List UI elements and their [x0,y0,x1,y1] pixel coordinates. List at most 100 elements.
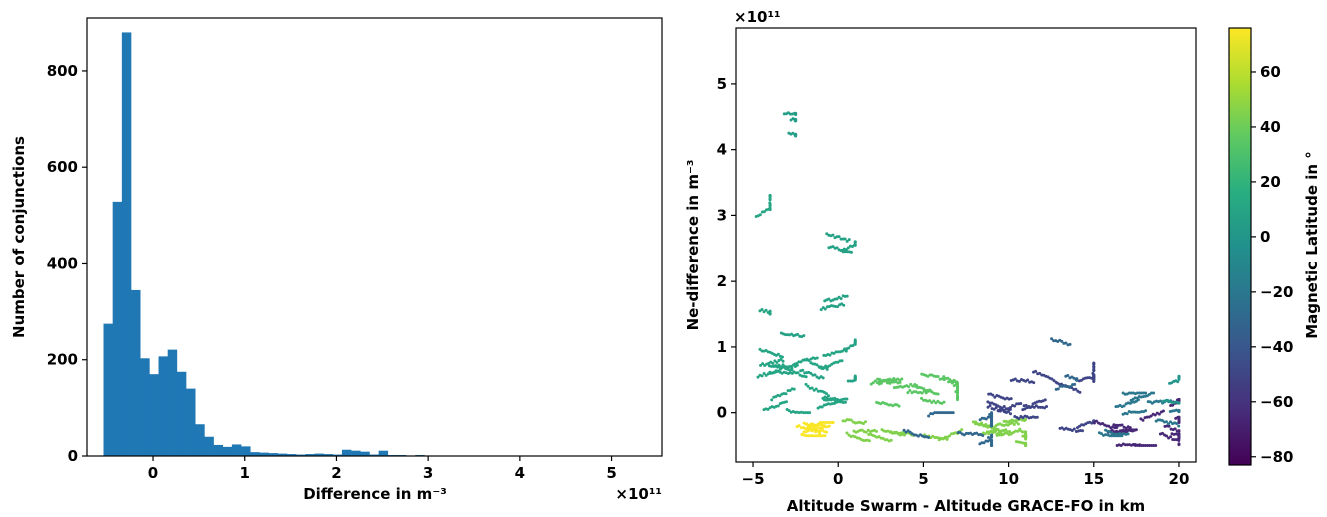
scatter-point [831,233,835,237]
scatter-point [796,371,800,375]
histogram-bar [121,32,132,456]
scatter-point [1060,339,1064,343]
scatter-point [846,246,850,250]
scatter-points [754,111,1181,448]
scatter-point [922,389,926,393]
histogram-bar [222,446,233,456]
scatter-point [990,439,994,443]
scatter-point [984,417,988,421]
scatter-point [805,422,809,426]
scatter-point [990,444,994,448]
histogram-bar [186,388,196,456]
scatter-point [843,237,847,241]
scatter-point [790,371,794,375]
scatter-point [845,239,849,243]
scatter-point [1160,418,1164,422]
scatter-point [768,201,772,205]
scatter-point [1017,416,1021,420]
scatter-point [907,385,911,389]
scatter-point [1016,422,1020,426]
scatter-y-tick-label: 0 [717,404,727,422]
scatter-point [775,360,779,364]
scatter-point [1074,387,1078,391]
scatter-point [811,422,815,426]
histogram-y-tick-label: 400 [47,254,78,272]
scatter-point [779,365,783,369]
scatter-point [864,420,868,424]
scatter-point [1136,398,1140,402]
scatter-point [778,394,782,398]
scatter-point [823,434,827,438]
histogram-bar [158,356,169,456]
scatter-point [924,391,928,395]
scatter-point [1177,374,1181,378]
scatter-point [1009,412,1013,416]
scatter-point [1122,404,1126,408]
scatter-point [1092,380,1096,384]
scatter-point [827,297,831,301]
scatter-point [825,232,829,236]
scatter-y-tick-label: 3 [717,206,727,224]
histogram-bars [103,32,655,456]
scatter-point [820,405,824,409]
scatter-point [847,346,851,350]
scatter-point [1092,365,1096,369]
scatter-y-label: Ne-difference in m⁻³ [684,160,702,331]
scatter-point [1078,390,1082,394]
scatter-point [1165,434,1169,438]
scatter-point [1072,427,1076,431]
histogram-bar [103,323,113,456]
scatter-point [1177,437,1181,441]
scatter-point [983,432,987,436]
scatter-point [1149,414,1153,418]
scatter-point [1034,369,1038,373]
scatter-point [815,363,819,367]
scatter-point [843,400,847,404]
scatter-y-offset-label: ×10¹¹ [734,8,781,26]
scatter-point [853,375,857,379]
scatter-point [1158,399,1162,403]
histogram-x-tick-label: 4 [515,464,525,482]
scatter-point [825,367,829,371]
scatter-point [776,352,780,356]
scatter-point [791,117,795,121]
scatter-point [1026,378,1030,382]
scatter-point [820,426,824,430]
scatter-point [809,371,813,375]
scatter-point [795,361,799,365]
scatter-point [835,297,839,301]
scatter-point [1160,431,1164,435]
scatter-point [814,427,818,431]
colorbar-tick-label: −60 [1260,393,1293,411]
scatter-y-tick-label: 5 [717,75,727,93]
scatter-frame [735,27,1197,463]
scatter-point [1120,423,1124,427]
scatter-point [1144,391,1148,395]
scatter-point [995,432,999,436]
scatter-point [768,204,772,208]
scatter-point [1013,377,1017,381]
scatter-point [781,359,785,363]
colorbar-tick-label: −20 [1260,283,1293,301]
scatter-point [1177,424,1181,428]
scatter-point [952,378,956,382]
scatter-point [777,363,781,367]
scatter-point [756,375,760,379]
scatter-point [853,338,857,342]
scatter-point [992,407,996,411]
scatter-point [1006,410,1010,414]
scatter-point [804,382,808,386]
scatter-point [1081,429,1085,433]
scatter-point [890,378,894,382]
histogram-y-tick-label: 200 [47,351,78,369]
scatter-point [791,131,795,135]
scatter-point [1050,377,1054,381]
scatter-point [902,428,906,432]
histogram-bar [241,446,251,456]
scatter-point [1120,434,1124,438]
scatter-point [1043,398,1047,402]
scatter-point [853,243,857,247]
scatter-point [853,340,857,344]
histogram-bar [250,452,260,456]
